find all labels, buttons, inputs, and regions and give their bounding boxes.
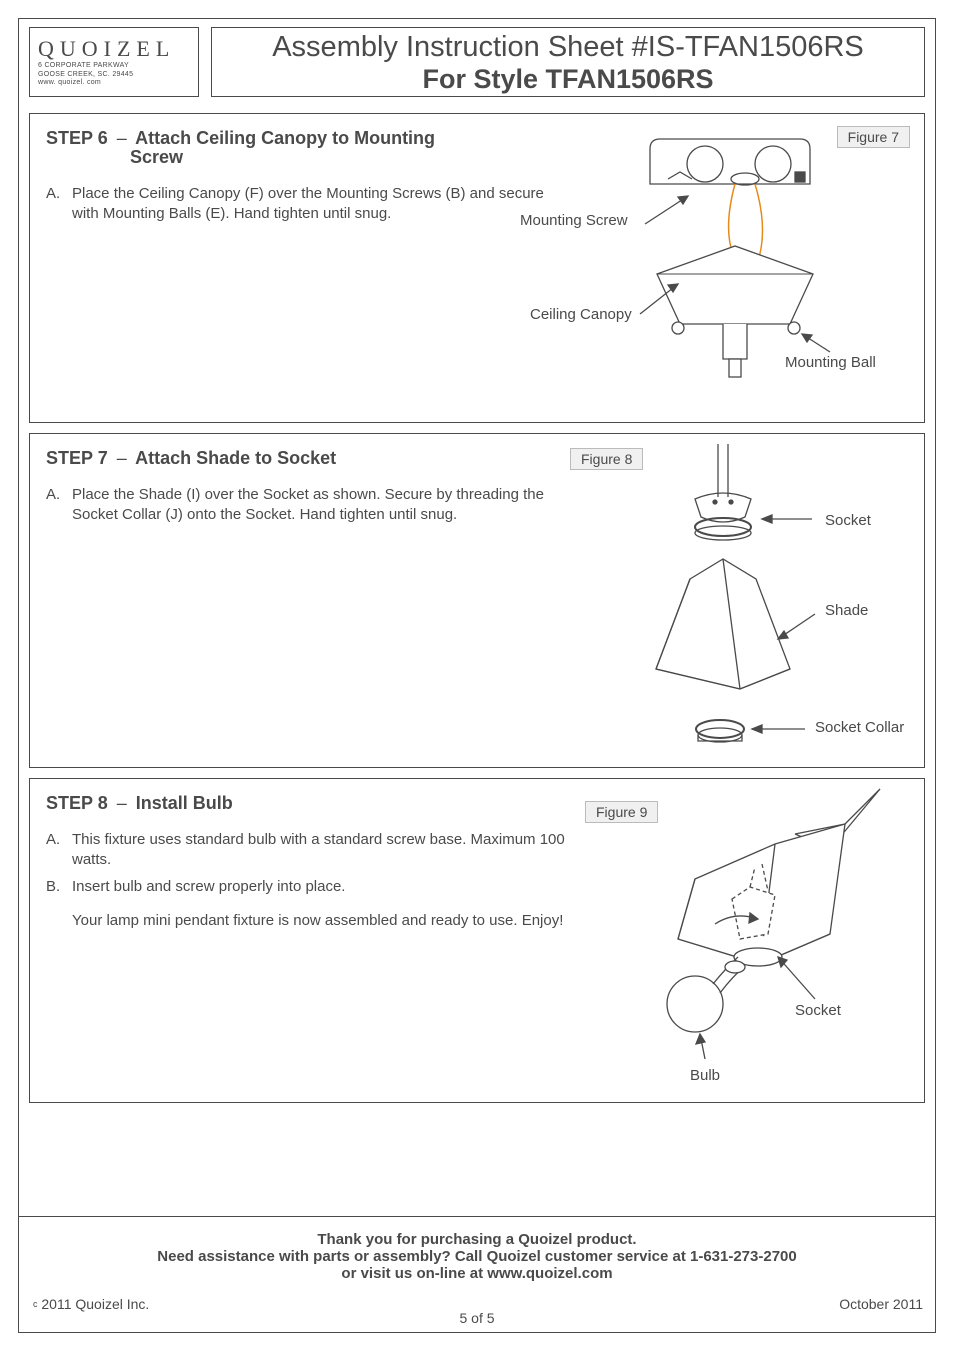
footer-line1: Thank you for purchasing a Quoizel produ… [33,1231,921,1248]
title-line1: Assembly Instruction Sheet #IS-TFAN1506R… [212,31,924,64]
footer-date: October 2011 [839,1296,923,1312]
item-mark: A. [46,184,68,225]
page-number: 5 of 5 [33,1310,921,1326]
dash: – [117,793,127,813]
brand-addr2: GOOSE CREEK, SC. 29445 [38,71,190,79]
label-bulb: Bulb [690,1067,720,1084]
step8-box: STEP 8 – Install Bulb A. This fixture us… [29,778,925,1103]
footer-line2: Need assistance with parts or assembly? … [33,1248,921,1265]
label-socket-collar: Socket Collar [815,719,904,736]
step7-item-a: A. Place the Shade (I) over the Socket a… [46,485,546,526]
step8-item-b: B. Insert bulb and screw properly into p… [46,877,606,897]
figure-9-diagram [600,779,900,1089]
footer: Thank you for purchasing a Quoizel produ… [19,1216,935,1332]
item-text: This fixture uses standard bulb with a s… [68,830,606,871]
title-line2: For Style TFAN1506RS [212,64,924,95]
brand-addr3: www. quoizel. com [38,79,190,87]
label-shade: Shade [825,602,868,619]
step8-item-a: A. This fixture uses standard bulb with … [46,830,606,871]
footer-copyright: c 2011 Quoizel Inc. [33,1296,149,1312]
figure-8-diagram [590,439,890,759]
label-socket: Socket [825,512,871,529]
step6-item-a: A. Place the Ceiling Canopy (F) over the… [46,184,546,225]
item-mark: A. [46,830,68,871]
step6-box: STEP 6 – Attach Ceiling Canopy to Mounti… [29,113,925,423]
step8-body: A. This fixture uses standard bulb with … [46,830,606,931]
item-text: Place the Ceiling Canopy (F) over the Mo… [68,184,546,225]
step8-num: STEP 8 [46,793,108,813]
title-box: Assembly Instruction Sheet #IS-TFAN1506R… [211,27,925,97]
step8-closing: Your lamp mini pendant fixture is now as… [72,911,606,931]
step6-heading: Attach Ceiling Canopy to Mounting [135,128,435,148]
step7-body: A. Place the Shade (I) over the Socket a… [46,485,546,526]
dash: – [117,128,127,148]
label-mounting-ball: Mounting Ball [785,354,876,371]
page-border: QUOIZEL 6 CORPORATE PARKWAY GOOSE CREEK,… [18,18,936,1333]
footer-line3: or visit us on-line at www.quoizel.com [33,1265,921,1282]
brand-name: QUOIZEL [38,36,190,62]
label-ceiling-canopy: Ceiling Canopy [530,306,632,323]
label-socket-8: Socket [795,1002,841,1019]
label-mounting-screw: Mounting Screw [520,212,628,229]
step6-num: STEP 6 [46,128,108,148]
item-text: Insert bulb and screw properly into plac… [68,877,606,897]
step7-box: STEP 7 – Attach Shade to Socket A. Place… [29,433,925,768]
dash: – [117,448,127,468]
item-mark: A. [46,485,68,526]
step7-heading: Attach Shade to Socket [135,448,336,468]
brand-addr1: 6 CORPORATE PARKWAY [38,62,190,70]
step6-body: A. Place the Ceiling Canopy (F) over the… [46,184,546,225]
step7-num: STEP 7 [46,448,108,468]
item-text: Place the Shade (I) over the Socket as s… [68,485,546,526]
logo-box: QUOIZEL 6 CORPORATE PARKWAY GOOSE CREEK,… [29,27,199,97]
item-mark: B. [46,877,68,897]
step8-heading: Install Bulb [136,793,233,813]
header-row: QUOIZEL 6 CORPORATE PARKWAY GOOSE CREEK,… [19,19,935,109]
